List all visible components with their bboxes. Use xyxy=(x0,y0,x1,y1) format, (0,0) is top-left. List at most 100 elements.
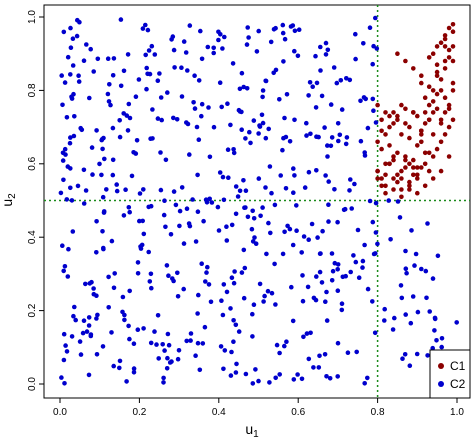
c2-point xyxy=(84,329,90,334)
c2-point xyxy=(232,269,237,274)
c2-point xyxy=(262,293,267,299)
c2-point xyxy=(354,349,360,355)
c2-point xyxy=(94,219,99,224)
c2-point xyxy=(419,266,424,272)
c2-point xyxy=(90,172,95,177)
c2-point xyxy=(61,357,67,363)
c2-point xyxy=(216,228,222,233)
c2-point xyxy=(343,273,349,279)
c2-point xyxy=(319,93,325,99)
c1-point xyxy=(419,73,424,78)
c2-point xyxy=(292,28,298,34)
c2-point xyxy=(226,175,231,180)
series-c2-points xyxy=(58,15,460,386)
c2-point xyxy=(63,343,68,348)
c2-point xyxy=(117,134,123,140)
c2-point xyxy=(221,197,227,203)
c2-point xyxy=(135,271,141,276)
c2-point xyxy=(349,206,355,211)
c2-point xyxy=(290,242,296,248)
c2-point xyxy=(170,34,176,39)
c2-point xyxy=(127,288,132,294)
c2-point xyxy=(365,375,370,381)
c2-point xyxy=(70,63,76,68)
c1-point xyxy=(438,121,444,126)
c2-point xyxy=(196,137,202,142)
c2-point xyxy=(83,188,89,193)
c2-point xyxy=(147,279,153,284)
c2-point xyxy=(328,143,334,149)
c1-point xyxy=(426,84,432,89)
c2-point xyxy=(61,268,66,274)
c1-point xyxy=(399,194,404,200)
c2-point xyxy=(163,157,169,163)
c2-point xyxy=(100,229,105,234)
c2-point xyxy=(154,342,159,347)
c2-point xyxy=(326,179,332,184)
c2-point xyxy=(318,251,323,256)
c2-point xyxy=(229,275,235,281)
c2-point xyxy=(454,320,460,325)
c1-point xyxy=(383,190,388,196)
c2-point xyxy=(211,50,216,56)
c2-point xyxy=(114,182,119,187)
c2-point xyxy=(222,34,227,40)
c1-point xyxy=(387,143,392,148)
c2-point xyxy=(68,185,73,191)
c2-point xyxy=(243,188,249,193)
c1-point xyxy=(442,44,448,49)
c2-point xyxy=(127,336,132,342)
c2-point xyxy=(73,317,78,323)
c2-point xyxy=(382,306,388,312)
c2-point xyxy=(334,80,340,86)
c2-point xyxy=(229,222,235,228)
c2-point xyxy=(373,120,379,125)
legend: C1 C2 xyxy=(429,349,471,399)
c2-point xyxy=(306,356,312,362)
c1-point xyxy=(446,55,452,60)
c2-point xyxy=(62,264,68,269)
c2-point xyxy=(313,105,319,110)
c2-point xyxy=(314,168,319,173)
c2-point xyxy=(206,282,212,287)
c2-point xyxy=(242,205,247,210)
c2-point xyxy=(231,147,236,152)
y-tick-label: 0.8 xyxy=(27,83,38,97)
c2-point xyxy=(200,341,206,346)
c2-point xyxy=(158,187,164,193)
c2-point xyxy=(263,135,269,141)
c1-point xyxy=(442,36,448,42)
c1-point xyxy=(403,157,408,163)
c2-point xyxy=(373,230,379,235)
c2-point xyxy=(117,118,122,123)
c2-point xyxy=(386,198,392,203)
c2-point xyxy=(374,46,380,51)
c2-point xyxy=(181,286,186,292)
c2-point xyxy=(315,235,320,240)
c1-point xyxy=(379,146,384,152)
c2-point xyxy=(241,295,247,301)
c1-point xyxy=(379,117,384,123)
c2-point xyxy=(371,251,377,257)
c2-point xyxy=(140,218,145,224)
c2-point xyxy=(148,340,154,346)
c2-point xyxy=(133,94,139,99)
c2-point xyxy=(301,234,307,239)
c1-point xyxy=(375,102,380,108)
c1-point xyxy=(403,165,408,170)
c2-point xyxy=(117,365,122,371)
c2-point xyxy=(71,91,76,97)
c2-point xyxy=(282,115,287,121)
c1-point xyxy=(446,154,452,159)
c1-point xyxy=(375,176,380,181)
c2-point xyxy=(150,136,155,141)
c2-point xyxy=(144,86,149,92)
c2-point xyxy=(179,65,184,70)
c2-point xyxy=(257,123,262,128)
c1-point xyxy=(415,176,420,181)
c2-point xyxy=(322,125,327,130)
c2-point xyxy=(217,170,223,175)
c2-point xyxy=(241,178,246,183)
c2-point xyxy=(135,327,141,333)
c2-point xyxy=(65,164,71,169)
